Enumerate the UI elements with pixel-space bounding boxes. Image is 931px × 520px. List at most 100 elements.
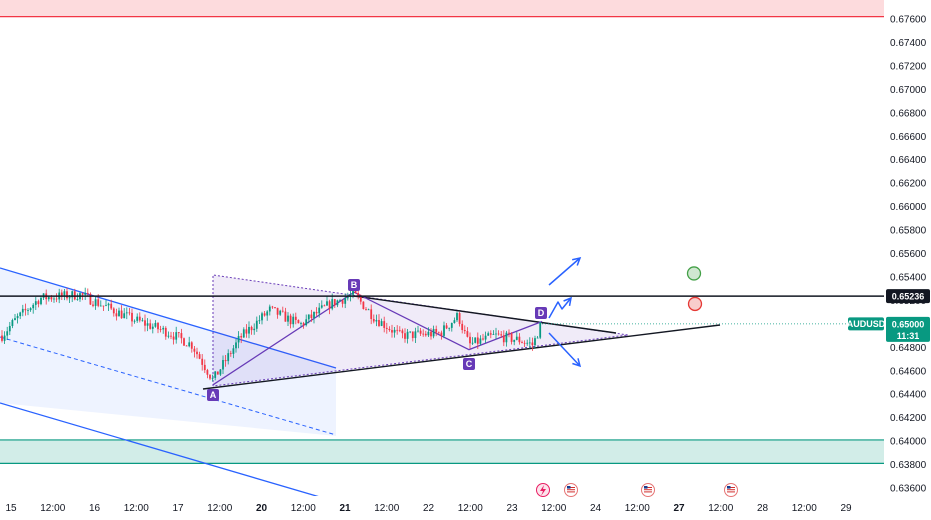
candle-body — [292, 316, 295, 325]
candle-body — [497, 333, 500, 335]
candle — [162, 325, 165, 334]
candle — [55, 293, 58, 303]
candle-body — [131, 312, 133, 322]
candle-body — [242, 329, 245, 338]
candle — [268, 304, 271, 316]
candle — [193, 346, 196, 358]
candle-body — [492, 334, 495, 335]
candle-body — [164, 327, 167, 337]
channel-mid-line — [0, 336, 337, 436]
candle-body — [227, 353, 230, 362]
candle-body — [118, 310, 120, 317]
candle — [27, 308, 29, 316]
candle — [3, 331, 6, 344]
time-tick: 24 — [590, 503, 602, 514]
bullish-target-arrow-shaft — [548, 257, 581, 286]
candle — [482, 333, 484, 341]
candle — [188, 336, 191, 348]
time-axis[interactable]: 15 12:00 16 12:00 17 12:00 20 12:00 21 12:00 22 12:… — [0, 483, 884, 520]
candle — [8, 321, 11, 336]
candle-body — [84, 292, 87, 295]
candle — [107, 302, 110, 311]
candle-body — [523, 342, 526, 344]
candle-body — [341, 300, 344, 304]
point-badge — [348, 279, 360, 291]
candle-body — [528, 342, 531, 344]
candle — [505, 330, 508, 347]
candle — [510, 332, 513, 345]
candle — [198, 351, 201, 360]
candle-body — [414, 331, 417, 339]
candle — [219, 368, 222, 376]
candle-body — [300, 323, 302, 324]
candle-body — [489, 333, 492, 335]
candle-body — [55, 298, 58, 300]
candle — [440, 330, 443, 340]
candle-body — [427, 331, 430, 336]
candle — [266, 310, 269, 321]
candle — [508, 329, 510, 338]
time-tick: 12:00 — [625, 503, 650, 514]
candle — [255, 316, 258, 332]
candle — [476, 332, 479, 350]
breakout-arrow — [548, 296, 572, 319]
candle — [375, 314, 378, 327]
candle — [315, 307, 318, 316]
candle-body — [536, 337, 539, 339]
candle-body — [318, 307, 321, 314]
candle — [362, 301, 365, 310]
price-axis[interactable]: 0.67600 0.67400 0.67200 0.67000 0.66800 0.666… — [884, 0, 931, 520]
point-badge — [463, 358, 475, 370]
candle-body — [534, 338, 536, 346]
candle-body — [328, 301, 331, 309]
candle-body — [482, 338, 484, 340]
candle-body — [518, 336, 521, 343]
candle — [461, 320, 464, 334]
candle — [138, 312, 141, 323]
bullish-target-arrow-head — [572, 256, 582, 266]
candle-body — [68, 297, 71, 299]
candle — [263, 311, 266, 317]
candle — [136, 313, 139, 323]
candle — [47, 296, 50, 302]
candle — [125, 307, 128, 320]
candle — [276, 307, 279, 319]
candle-body — [463, 330, 466, 332]
candle-body — [97, 299, 100, 306]
candle — [307, 314, 310, 324]
candle — [497, 330, 500, 336]
candle — [300, 321, 302, 327]
candle — [84, 287, 87, 300]
candle — [391, 324, 393, 338]
candle-body — [34, 301, 37, 305]
demand-zone — [0, 439, 884, 464]
candle-body — [11, 320, 14, 326]
candle-body — [339, 300, 341, 302]
candle — [463, 325, 466, 334]
candle — [432, 325, 435, 339]
current-price-badge-bg — [886, 316, 930, 342]
candle — [388, 326, 391, 332]
candle — [29, 307, 32, 312]
candle-body — [458, 313, 461, 324]
price-tick: 0.64400 — [890, 390, 927, 401]
candle — [151, 323, 154, 334]
candle-body — [133, 320, 136, 322]
candle-body — [180, 333, 183, 339]
candle-body — [86, 292, 89, 294]
candle — [365, 307, 367, 311]
candle — [154, 320, 157, 328]
candle-body — [526, 342, 529, 344]
candle-body — [385, 327, 388, 329]
candle-body — [274, 307, 276, 308]
candle-body — [513, 339, 516, 342]
candle-body — [105, 305, 107, 307]
us-flag-event-icon — [724, 483, 738, 497]
flag-stripe — [644, 489, 652, 491]
candle-body — [313, 311, 315, 318]
take-profit-marker — [686, 266, 702, 281]
candle-body — [183, 338, 185, 346]
time-tick: 12:00 — [541, 503, 566, 514]
candle — [201, 354, 204, 371]
